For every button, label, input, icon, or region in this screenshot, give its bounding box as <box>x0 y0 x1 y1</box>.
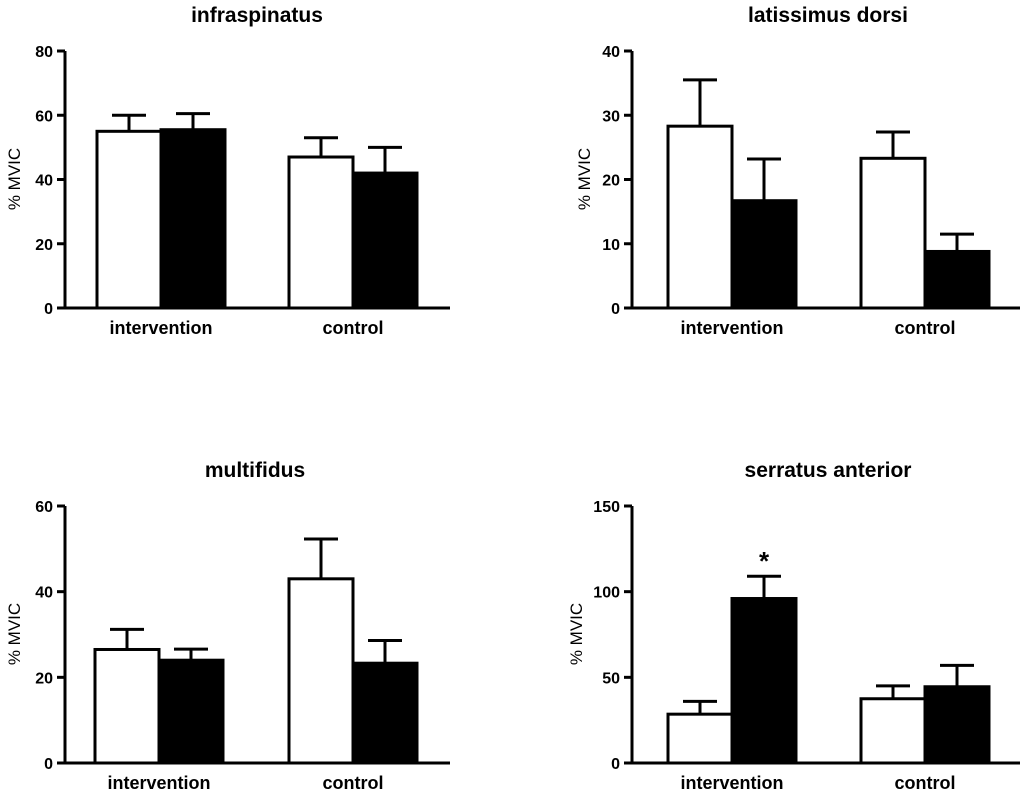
y-tick-label: 100 <box>593 585 620 602</box>
y-tick-label: 20 <box>35 237 53 254</box>
bar <box>923 685 991 765</box>
y-axis: 0 20 40 60 <box>35 499 53 773</box>
y-tick-label: 10 <box>602 237 620 254</box>
chart-title: latissimus dorsi <box>748 4 908 27</box>
bar <box>923 249 991 310</box>
x-category-label: intervention <box>680 773 783 793</box>
y-axis-label: % MVIC <box>5 148 24 210</box>
y-axis: 0 50 100 150 <box>593 499 620 773</box>
y-tick-label: 60 <box>35 499 53 516</box>
y-tick-label: 150 <box>593 499 620 516</box>
bar <box>159 128 227 310</box>
bar <box>351 661 419 765</box>
y-tick-label: 40 <box>35 173 53 190</box>
x-axis: intervention control <box>680 773 955 793</box>
bar <box>859 697 927 765</box>
y-axis: 0 10 20 30 40 <box>602 44 620 318</box>
significance-marker: * <box>759 546 770 576</box>
bar <box>93 647 161 765</box>
y-tick-label: 0 <box>44 756 53 773</box>
chart-title: multifidus <box>205 459 305 482</box>
x-axis: intervention control <box>107 773 383 793</box>
bar <box>730 199 798 310</box>
x-category-label: intervention <box>680 318 783 338</box>
plot-area: * <box>624 504 1020 765</box>
y-tick-label: 0 <box>611 301 620 318</box>
bar <box>666 712 734 765</box>
x-category-label: intervention <box>109 318 212 338</box>
chart-panel-multifidus: multifidus % MVIC 0 20 40 60 interventio… <box>5 459 450 793</box>
bar <box>730 597 798 765</box>
chart-title: serratus anterior <box>745 459 912 482</box>
x-category-label: control <box>895 318 956 338</box>
y-axis-label: % MVIC <box>5 603 24 665</box>
y-tick-label: 0 <box>44 301 53 318</box>
y-tick-label: 80 <box>35 44 53 61</box>
chart-panel-infraspinatus: infraspinatus % MVIC 0 20 40 60 80 inter… <box>5 4 450 338</box>
bar <box>859 156 927 310</box>
x-axis: intervention control <box>109 318 383 338</box>
chart-panel-serratus-anterior: serratus anterior % MVIC * 0 50 100 150 … <box>567 459 1020 793</box>
y-tick-label: 60 <box>35 108 53 125</box>
x-category-label: control <box>895 773 956 793</box>
bar <box>287 155 355 310</box>
y-tick-label: 40 <box>35 585 53 602</box>
x-category-label: intervention <box>107 773 210 793</box>
bar <box>666 124 734 310</box>
chart-panel-latissimus-dorsi: latissimus dorsi % MVIC 0 10 20 30 40 in… <box>575 4 1020 338</box>
bar <box>157 658 225 765</box>
y-tick-label: 40 <box>602 44 620 61</box>
bar <box>351 171 419 310</box>
y-tick-label: 30 <box>602 108 620 125</box>
y-tick-label: 0 <box>611 756 620 773</box>
y-tick-label: 20 <box>602 173 620 190</box>
y-tick-label: 50 <box>602 670 620 687</box>
x-category-label: control <box>323 318 384 338</box>
plot-area <box>57 49 450 310</box>
chart-title: infraspinatus <box>191 4 323 27</box>
y-axis: 0 20 40 60 80 <box>35 44 53 318</box>
bar <box>95 129 163 310</box>
bar <box>287 577 355 765</box>
x-category-label: control <box>323 773 384 793</box>
y-tick-label: 20 <box>35 670 53 687</box>
x-axis: intervention control <box>680 318 955 338</box>
plot-area <box>624 49 1020 310</box>
plot-area <box>57 504 450 765</box>
y-axis-label: % MVIC <box>567 603 586 665</box>
y-axis-label: % MVIC <box>575 148 594 210</box>
